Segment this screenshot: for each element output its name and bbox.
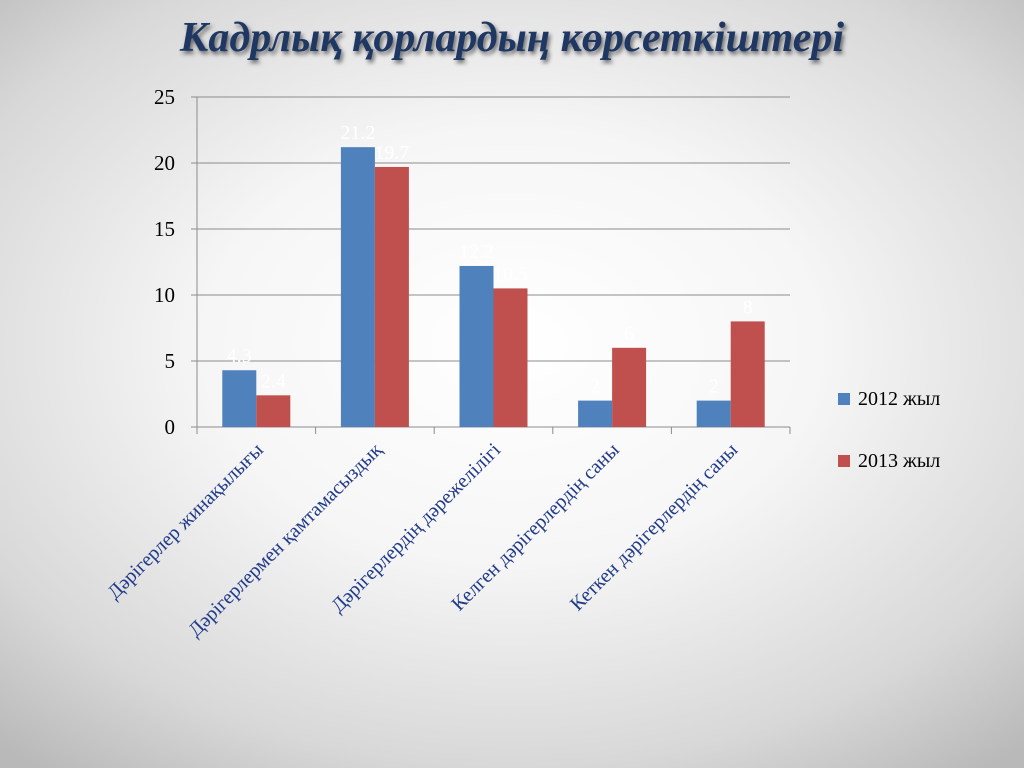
bar	[459, 265, 494, 427]
data-label: 2.4	[261, 370, 286, 392]
bar	[340, 147, 375, 427]
data-label: 8	[743, 296, 753, 318]
slide-title: Кадрлық қорлардың көрсеткіштері	[179, 15, 845, 61]
bar	[578, 400, 613, 427]
bar	[374, 166, 409, 427]
y-tick-label: 5	[165, 349, 176, 373]
data-label: 12.2	[459, 241, 494, 263]
data-label: 21.2	[340, 122, 375, 144]
legend-label: 2013 жыл	[858, 450, 940, 472]
legend: 2012 жыл 2013 жыл	[838, 388, 940, 472]
bar	[612, 347, 647, 427]
legend-label: 2012 жыл	[858, 388, 940, 410]
data-label: 2	[590, 376, 600, 398]
data-label: 19.7	[374, 142, 409, 164]
bars	[222, 147, 765, 427]
y-tick-label: 10	[154, 283, 175, 307]
legend-swatch	[838, 455, 850, 467]
legend-swatch	[838, 393, 850, 405]
data-label: 4.3	[227, 345, 252, 367]
data-label: 2	[709, 376, 719, 398]
bar	[696, 400, 731, 427]
bar	[222, 370, 257, 427]
data-labels: 4.3 2.4 21.219.7 12.210.5 2 6 2 8	[227, 122, 753, 397]
data-label: 10.5	[493, 263, 528, 285]
bar	[730, 321, 765, 427]
data-label: 6	[624, 323, 634, 345]
y-tick-label: 20	[154, 151, 175, 175]
bar	[493, 288, 528, 427]
y-tick-label: 15	[154, 217, 175, 241]
y-tick-label: 0	[165, 415, 176, 439]
bar	[256, 395, 291, 427]
category-label: Дәрігерлермен қамтамасыздық	[184, 439, 387, 642]
y-tick-label: 25	[154, 85, 175, 109]
